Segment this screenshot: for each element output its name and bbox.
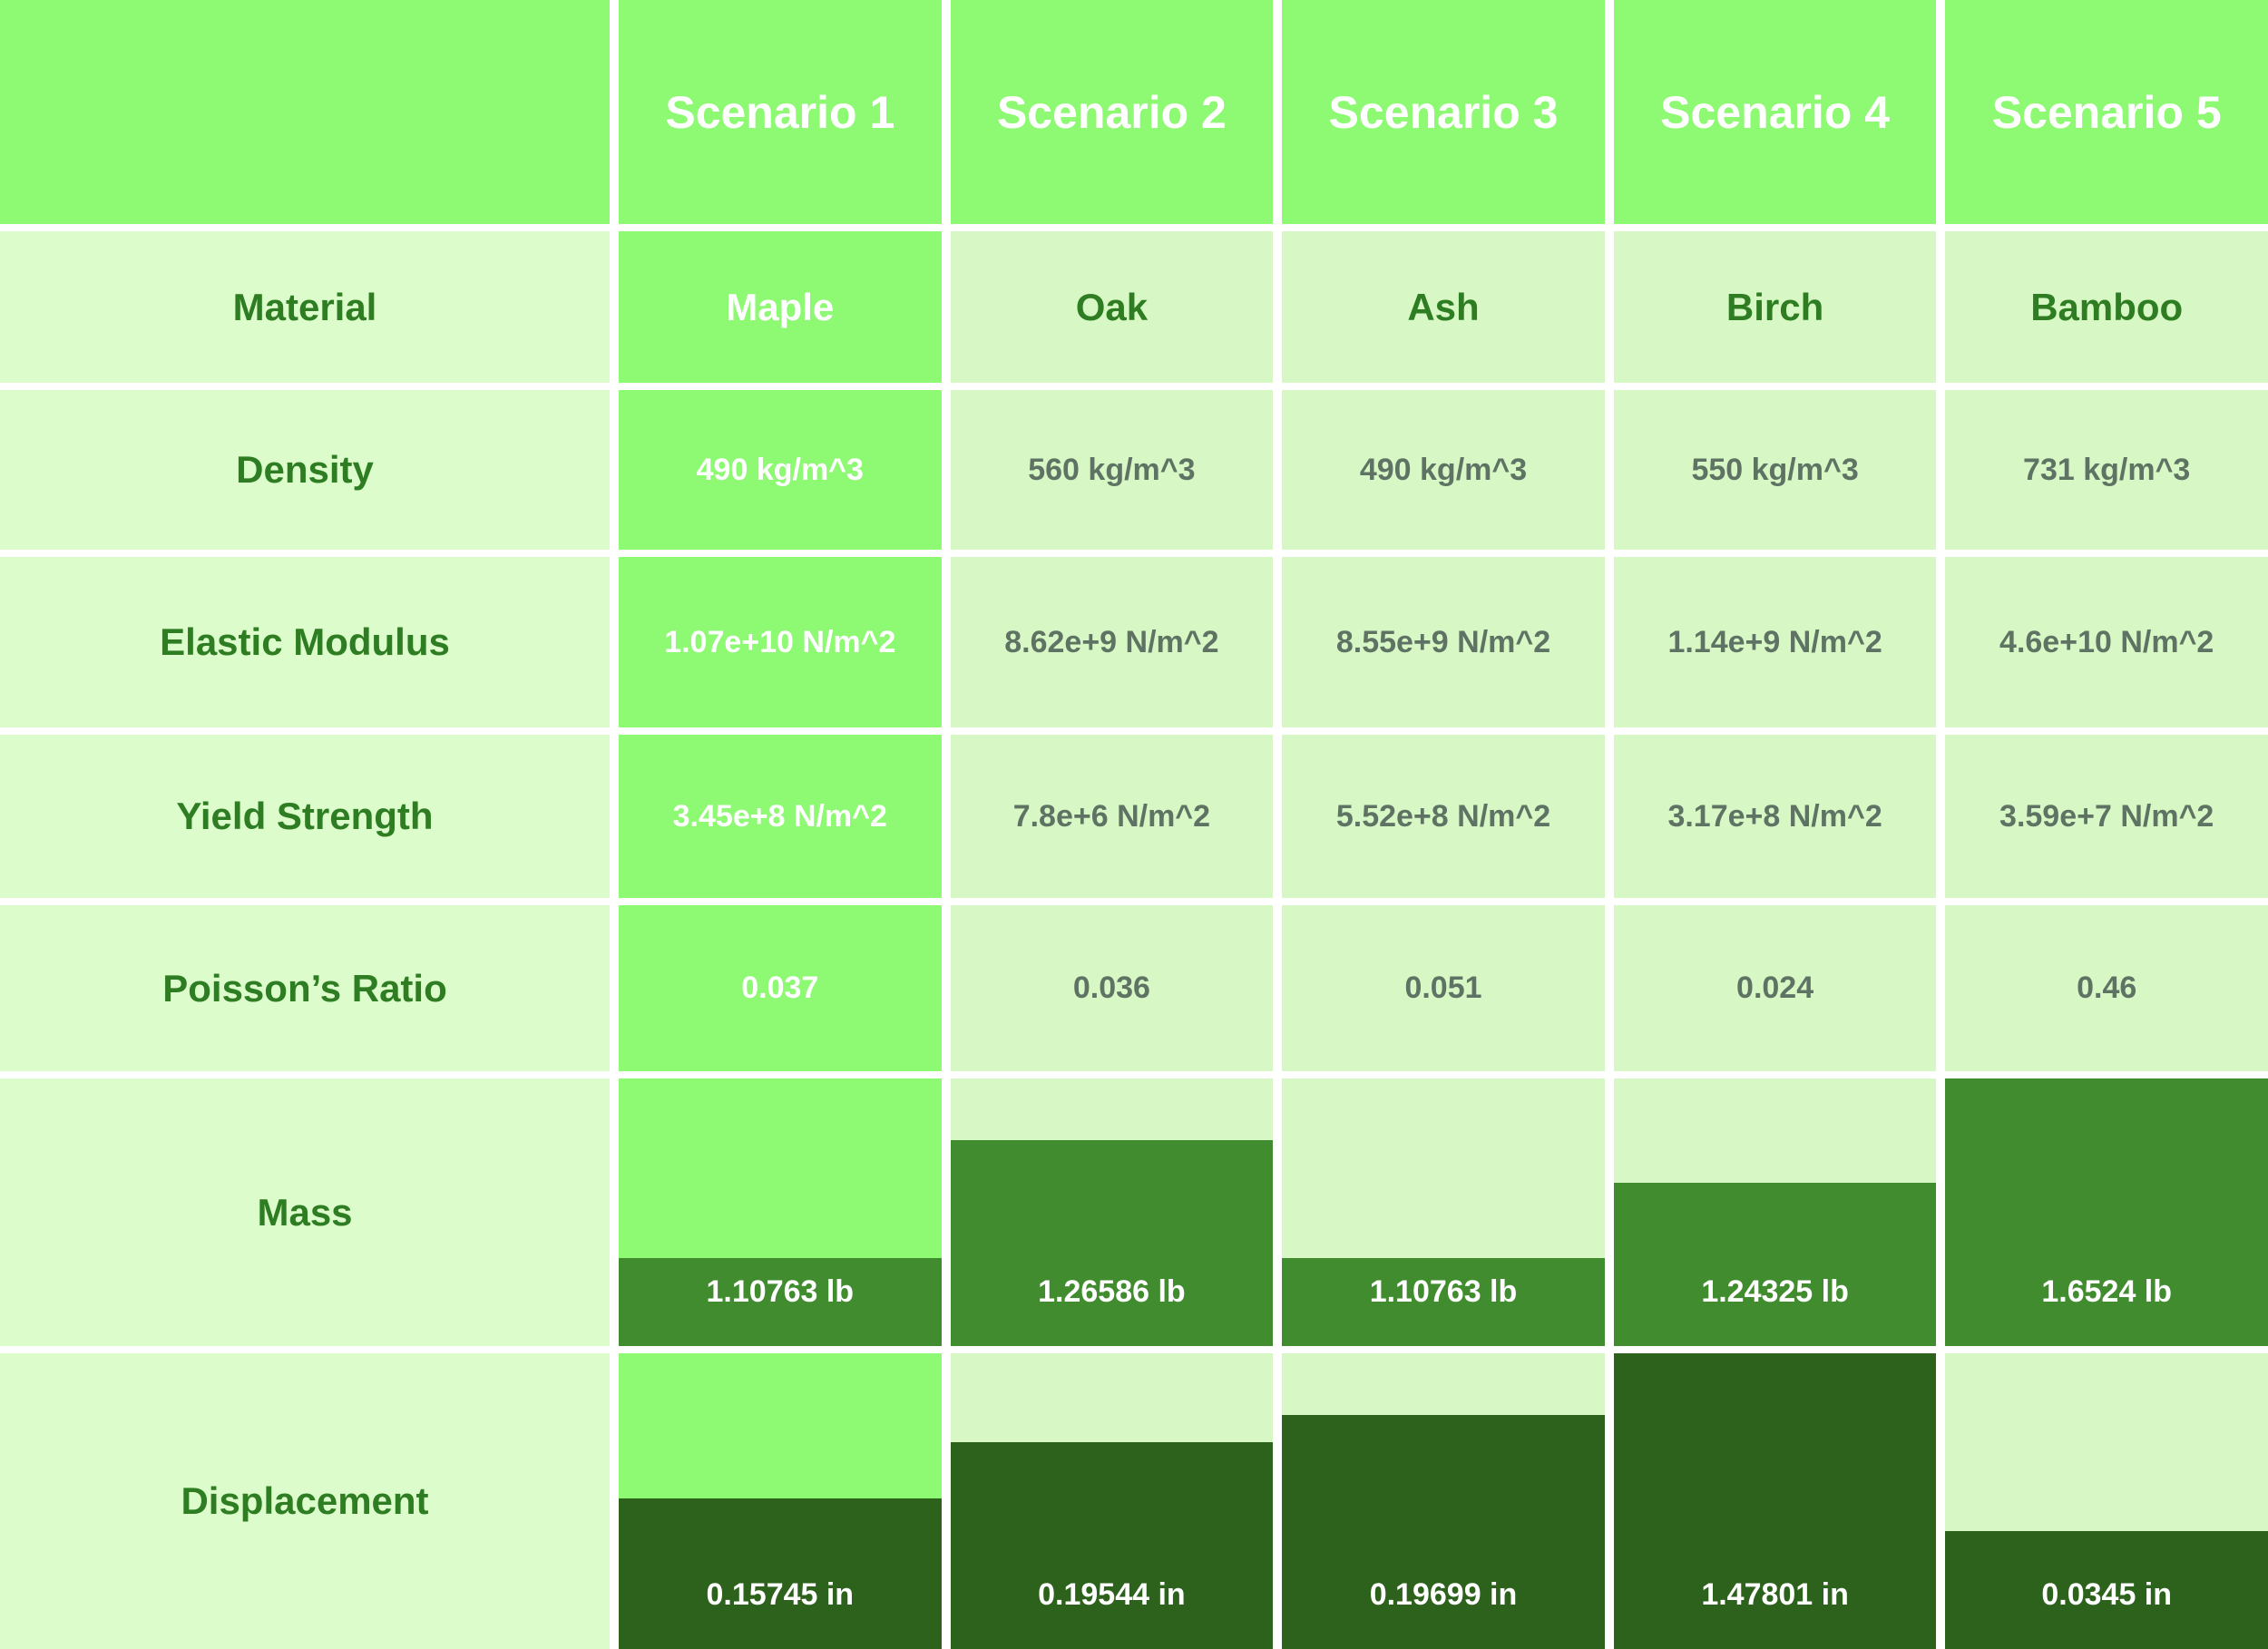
displacement-bar-cell-scenario-5: 0.0345 in: [1945, 1353, 2268, 1649]
yield-strength-cell-scenario-1: 3.45e+8 N/m^2: [619, 735, 942, 898]
row-label-yield-strength: Yield Strength: [0, 735, 610, 898]
mass-bar: [1613, 1183, 1937, 1346]
elastic-modulus-cell-scenario-1: 1.07e+10 N/m^2: [619, 557, 942, 727]
displacement-value-label: 1.47801 in: [1701, 1577, 1849, 1612]
scenario-2-header[interactable]: Scenario 2: [950, 0, 1274, 224]
density-cell-scenario-5: 731 kg/m^3: [1945, 390, 2268, 550]
displacement-bar: [1945, 1530, 2268, 1649]
scenario-5-header[interactable]: Scenario 5: [1945, 0, 2268, 224]
mass-bar-cell-scenario-2: 1.26586 lb: [950, 1078, 1274, 1346]
scenario-4-header[interactable]: Scenario 4: [1613, 0, 1937, 224]
mass-value-label: 1.6524 lb: [2041, 1274, 2173, 1309]
scenario-1-header[interactable]: Scenario 1: [619, 0, 942, 224]
density-cell-scenario-4: 550 kg/m^3: [1613, 390, 1937, 550]
mass-value-label: 1.24325 lb: [1701, 1274, 1849, 1309]
material-cell-scenario-5: Bamboo: [1945, 231, 2268, 383]
yield-strength-cell-scenario-5: 3.59e+7 N/m^2: [1945, 735, 2268, 898]
displacement-bar: [1613, 1353, 1937, 1649]
poissons-ratio-cell-scenario-3: 0.051: [1282, 905, 1605, 1071]
displacement-bar-cell-scenario-3: 0.19699 in: [1282, 1353, 1605, 1649]
row-label-density: Density: [0, 390, 610, 550]
material-cell-scenario-4: Birch: [1613, 231, 1937, 383]
elastic-modulus-cell-scenario-5: 4.6e+10 N/m^2: [1945, 557, 2268, 727]
elastic-modulus-cell-scenario-2: 8.62e+9 N/m^2: [950, 557, 1274, 727]
mass-bar-cell-scenario-1: 1.10763 lb: [619, 1078, 942, 1346]
material-cell-scenario-2: Oak: [950, 231, 1274, 383]
mass-bar-cell-scenario-4: 1.24325 lb: [1613, 1078, 1937, 1346]
corner-header-cell: [0, 0, 610, 224]
poissons-ratio-cell-scenario-1: 0.037: [619, 905, 942, 1071]
displacement-bar: [950, 1441, 1274, 1649]
displacement-value-label: 0.15745 in: [706, 1577, 855, 1612]
yield-strength-cell-scenario-4: 3.17e+8 N/m^2: [1613, 735, 1937, 898]
mass-bar: [950, 1139, 1274, 1346]
mass-bar: [1945, 1078, 2268, 1346]
mass-value-label: 1.10763 lb: [1369, 1274, 1518, 1309]
displacement-value-label: 0.19544 in: [1038, 1577, 1186, 1612]
mass-value-label: 1.10763 lb: [706, 1274, 855, 1309]
material-cell-scenario-1: Maple: [619, 231, 942, 383]
yield-strength-cell-scenario-2: 7.8e+6 N/m^2: [950, 735, 1274, 898]
poissons-ratio-cell-scenario-4: 0.024: [1613, 905, 1937, 1071]
elastic-modulus-cell-scenario-3: 8.55e+9 N/m^2: [1282, 557, 1605, 727]
density-cell-scenario-3: 490 kg/m^3: [1282, 390, 1605, 550]
mass-bar: [1282, 1257, 1605, 1346]
poissons-ratio-cell-scenario-2: 0.036: [950, 905, 1274, 1071]
displacement-bar-cell-scenario-2: 0.19544 in: [950, 1353, 1274, 1649]
row-label-material: Material: [0, 231, 610, 383]
poissons-ratio-cell-scenario-5: 0.46: [1945, 905, 2268, 1071]
scenario-3-header[interactable]: Scenario 3: [1282, 0, 1605, 224]
mass-bar: [619, 1257, 942, 1346]
density-cell-scenario-1: 490 kg/m^3: [619, 390, 942, 550]
row-label-poissons-ratio: Poisson’s Ratio: [0, 905, 610, 1071]
yield-strength-cell-scenario-3: 5.52e+8 N/m^2: [1282, 735, 1605, 898]
elastic-modulus-cell-scenario-4: 1.14e+9 N/m^2: [1613, 557, 1937, 727]
displacement-bar-cell-scenario-1: 0.15745 in: [619, 1353, 942, 1649]
row-label-elastic-modulus: Elastic Modulus: [0, 557, 610, 727]
displacement-bar-cell-scenario-4: 1.47801 in: [1613, 1353, 1937, 1649]
mass-bar-cell-scenario-5: 1.6524 lb: [1945, 1078, 2268, 1346]
displacement-value-label: 0.0345 in: [2041, 1577, 2173, 1612]
density-cell-scenario-2: 560 kg/m^3: [950, 390, 1274, 550]
row-label-mass: Mass: [0, 1078, 610, 1346]
displacement-bar: [1282, 1415, 1605, 1649]
mass-value-label: 1.26586 lb: [1038, 1274, 1186, 1309]
material-cell-scenario-3: Ash: [1282, 231, 1605, 383]
displacement-bar: [619, 1498, 942, 1649]
row-label-displacement: Displacement: [0, 1353, 610, 1649]
mass-bar-cell-scenario-3: 1.10763 lb: [1282, 1078, 1605, 1346]
displacement-value-label: 0.19699 in: [1369, 1577, 1518, 1612]
